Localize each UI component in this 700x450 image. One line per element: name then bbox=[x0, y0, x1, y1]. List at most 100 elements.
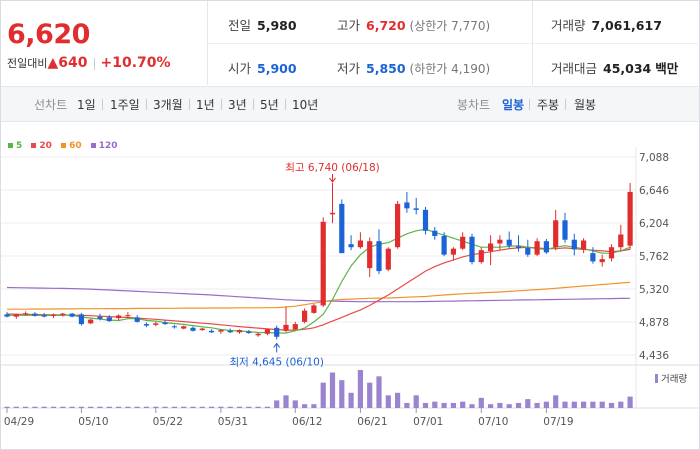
candle-body bbox=[395, 203, 401, 248]
tab-candle-daily[interactable]: 일봉 bbox=[502, 98, 525, 112]
volume-bar bbox=[562, 401, 568, 408]
legend-swatch bbox=[90, 143, 96, 148]
candle-body bbox=[506, 239, 512, 246]
divider bbox=[102, 99, 103, 110]
volume-bar bbox=[209, 406, 215, 408]
volume-bar bbox=[302, 404, 308, 408]
candle-body bbox=[413, 208, 419, 210]
legend-ma60: 60 bbox=[61, 141, 82, 151]
candle bbox=[171, 324, 177, 329]
candle bbox=[413, 197, 419, 215]
candle bbox=[348, 235, 354, 251]
volume-bar bbox=[543, 401, 549, 408]
candle-body bbox=[460, 236, 466, 249]
candle-body bbox=[190, 327, 196, 331]
candle-body bbox=[153, 323, 159, 325]
date-axis: 04/29 05/10 05/22 05/31 06/12 06/21 07/01 07/10… bbox=[4, 408, 574, 428]
divider bbox=[532, 1, 533, 85]
candle bbox=[311, 303, 317, 314]
candle-body bbox=[469, 236, 475, 263]
candle bbox=[553, 209, 559, 251]
tab-period-10y[interactable]: 10년 bbox=[292, 98, 319, 112]
volume-bar bbox=[199, 406, 205, 408]
volume-bar bbox=[553, 395, 559, 408]
candle-body bbox=[88, 319, 94, 324]
volume-label: 거래량 bbox=[661, 373, 687, 385]
y-tick-label: 6,204 bbox=[639, 218, 669, 230]
ma120-line bbox=[6, 286, 631, 303]
candle bbox=[13, 313, 19, 319]
y-tick-label: 4,878 bbox=[639, 317, 669, 329]
candle bbox=[199, 327, 205, 331]
candle-body bbox=[283, 324, 289, 331]
tab-period-5y[interactable]: 5년 bbox=[260, 98, 279, 112]
change-amount: 640 bbox=[58, 55, 88, 71]
stat-low: 저가 5,850 (하한가 4,190) bbox=[337, 58, 490, 77]
change-up-arrow-icon: ▲ bbox=[47, 55, 59, 71]
y-tick-label: 5,762 bbox=[639, 251, 669, 263]
high-arrow-head-icon bbox=[329, 177, 336, 183]
volume-bar bbox=[450, 402, 456, 408]
candle bbox=[264, 328, 270, 336]
candle bbox=[236, 329, 243, 334]
x-tick-label: 07/19 bbox=[543, 416, 573, 428]
legend-label: 60 bbox=[69, 141, 82, 151]
volume-bar bbox=[190, 406, 196, 408]
candle bbox=[78, 312, 84, 326]
tab-period-1y[interactable]: 1년 bbox=[196, 98, 215, 112]
volume-bar bbox=[590, 401, 596, 408]
candle bbox=[153, 321, 159, 327]
volume-bar bbox=[311, 404, 317, 408]
legend-ma5: 5 bbox=[8, 141, 22, 151]
candle bbox=[246, 330, 252, 334]
volume-bar bbox=[469, 404, 475, 408]
candle bbox=[50, 313, 57, 319]
x-tick-label: 04/29 bbox=[4, 416, 34, 428]
candle-body bbox=[125, 315, 131, 317]
candle bbox=[460, 232, 466, 251]
candle bbox=[23, 311, 29, 316]
candle bbox=[329, 182, 336, 224]
candle-body bbox=[590, 253, 596, 262]
volume-bar bbox=[23, 406, 29, 408]
candle-body bbox=[116, 315, 122, 319]
candle bbox=[469, 233, 475, 265]
candle bbox=[116, 314, 122, 321]
tab-period-3y[interactable]: 3년 bbox=[228, 98, 247, 112]
candle bbox=[292, 321, 298, 331]
divider bbox=[189, 99, 190, 110]
volume-bar bbox=[608, 402, 615, 408]
tab-candle-monthly[interactable]: 월봉 bbox=[574, 98, 597, 112]
volume-bar bbox=[357, 370, 363, 408]
tab-period-3m[interactable]: 3개월 bbox=[153, 98, 183, 112]
volume-bar bbox=[255, 406, 261, 408]
tab-candle-weekly[interactable]: 주봉 bbox=[537, 98, 560, 112]
tab-period-1d[interactable]: 1일 bbox=[77, 98, 96, 112]
quote-summary: 6,620 전일대비▲640 +10.70% bbox=[1, 1, 207, 85]
volume-bar bbox=[50, 406, 57, 408]
candle-body bbox=[543, 241, 549, 253]
volume-bar bbox=[404, 402, 410, 408]
candle-body bbox=[357, 240, 363, 248]
stat-value: 5,850 bbox=[366, 61, 406, 76]
divider bbox=[221, 99, 222, 110]
candle bbox=[274, 325, 280, 340]
candle bbox=[106, 315, 112, 322]
stat-lower-limit: (하한가 4,190) bbox=[409, 62, 491, 76]
volume-bar bbox=[525, 399, 531, 408]
tab-period-1w[interactable]: 1주일 bbox=[110, 98, 140, 112]
candle-body bbox=[209, 330, 215, 333]
candle bbox=[283, 306, 289, 333]
candle-body bbox=[218, 330, 224, 332]
stat-high: 고가 6,720 (상한가 7,770) bbox=[337, 15, 490, 34]
candle bbox=[590, 247, 596, 264]
candle-body bbox=[348, 244, 354, 248]
candle bbox=[367, 237, 373, 278]
candle-body bbox=[571, 239, 577, 250]
stat-open: 시가 5,900 bbox=[228, 58, 297, 77]
candle-body bbox=[618, 234, 624, 248]
annotations: 최고 6,740 (06/18) 최저 4,645 (06/10) bbox=[229, 162, 379, 368]
candle-body bbox=[78, 314, 84, 325]
candle-body bbox=[181, 326, 187, 329]
candle bbox=[432, 227, 438, 240]
